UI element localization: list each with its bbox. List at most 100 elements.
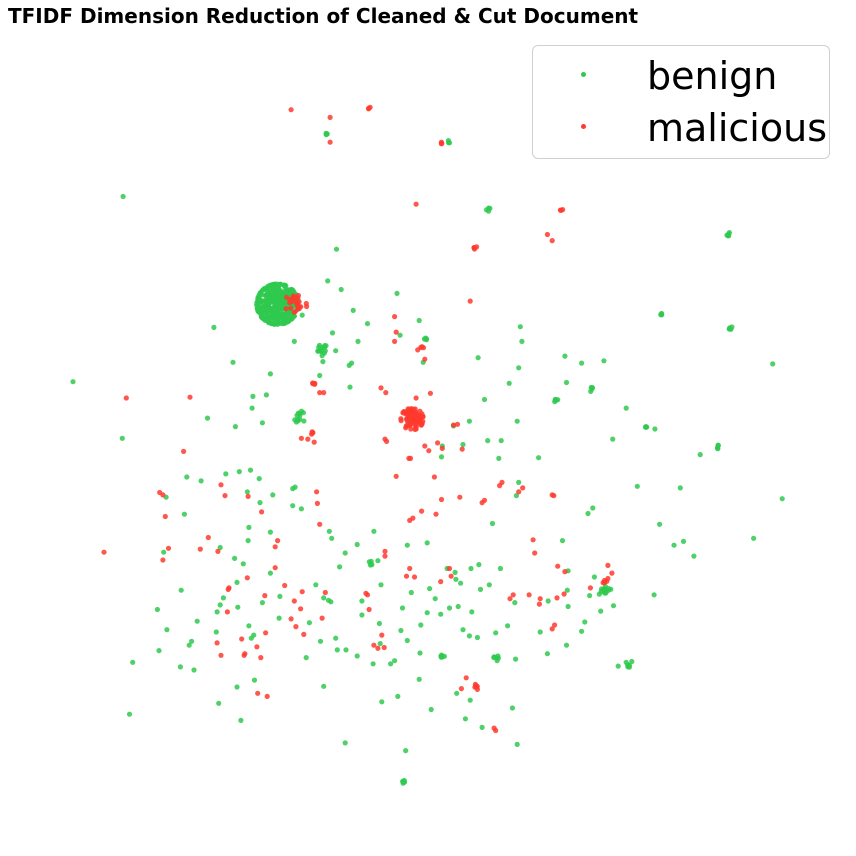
point-malicious-219 [239,636,245,642]
point-benign-727 [486,582,492,588]
point-benign-665 [290,486,296,492]
point-malicious-266 [516,489,522,495]
point-benign-522 [367,562,373,568]
point-benign-641 [395,693,401,700]
point-benign-552 [249,405,255,411]
point-malicious-232 [366,606,372,613]
point-benign-631 [424,610,430,616]
point-malicious-255 [526,592,532,598]
point-benign-635 [452,569,458,576]
point-malicious-213 [282,582,288,589]
point-benign-416 [277,289,283,295]
point-malicious-178 [419,508,425,514]
point-benign-674 [251,677,258,683]
point-benign-494 [658,311,664,317]
point-malicious-115 [289,296,295,302]
point-malicious-277 [479,500,485,506]
series-benign [70,130,785,786]
point-benign-627 [427,586,433,592]
point-benign-648 [321,595,327,601]
point-benign-671 [234,579,240,586]
point-benign-660 [245,538,251,544]
point-benign-623 [458,580,464,586]
point-benign-730 [513,656,519,662]
point-benign-612 [591,574,598,580]
point-benign-560 [259,420,265,426]
point-malicious-185 [317,390,323,396]
point-malicious-203 [165,545,172,551]
point-benign-490 [726,230,733,236]
point-benign-637 [438,611,444,617]
point-benign-586 [513,493,520,499]
point-benign-611 [587,593,593,599]
point-benign-346 [259,292,265,298]
point-benign-673 [248,635,254,641]
point-benign-572 [506,380,512,386]
point-benign-415 [270,281,276,288]
point-benign-687 [198,478,204,484]
point-malicious-186 [321,390,327,396]
point-benign-574 [514,418,520,424]
point-benign-717 [403,748,409,754]
point-benign-445 [294,417,301,423]
point-benign-543 [333,348,339,354]
point-benign-423 [319,353,325,359]
point-benign-609 [545,598,551,604]
point-malicious-181 [314,500,320,506]
point-benign-622 [469,609,475,615]
point-benign-363 [264,312,270,318]
point-malicious-162 [413,395,419,401]
point-benign-704 [321,683,327,689]
point-malicious-235 [371,642,377,648]
point-malicious-153 [467,298,473,304]
point-benign-646 [333,635,339,641]
point-benign-575 [498,438,504,444]
point-benign-457 [602,590,608,596]
point-malicious-89 [408,417,414,423]
point-malicious-108 [291,309,297,315]
point-benign-729 [505,623,511,629]
point-benign-680 [213,629,219,635]
point-benign-650 [306,620,312,626]
point-malicious-222 [214,640,220,646]
point-benign-513 [643,424,649,430]
point-benign-726 [476,562,482,568]
point-malicious-225 [263,630,269,636]
point-benign-636 [446,605,453,611]
point-malicious-110 [304,303,310,310]
point-benign-332 [258,314,265,320]
point-malicious-252 [493,727,499,734]
point-malicious-112 [296,304,302,310]
point-benign-383 [264,301,270,307]
point-benign-698 [240,561,246,567]
point-benign-537 [338,286,344,293]
point-malicious-262 [562,569,568,575]
point-malicious-214 [301,631,307,638]
point-benign-697 [214,609,220,615]
point-benign-455 [596,591,602,597]
point-benign-571 [516,365,522,371]
point-malicious-234 [379,632,385,638]
legend: benign malicious [532,45,830,159]
point-benign-634 [460,627,466,633]
point-malicious-172 [422,443,428,449]
point-malicious-137 [310,381,316,387]
point-malicious-160 [383,390,389,396]
point-malicious-194 [205,534,211,541]
point-malicious-239 [448,573,454,579]
point-malicious-167 [384,438,390,444]
point-malicious-150 [327,114,333,120]
point-benign-570 [517,324,523,330]
point-benign-711 [371,528,377,534]
point-benign-656 [267,570,273,576]
point-malicious-248 [458,686,464,692]
point-malicious-269 [497,483,503,489]
point-benign-737 [598,608,604,614]
point-benign-408 [275,300,281,306]
point-malicious-228 [241,652,247,658]
point-malicious-273 [605,575,611,582]
point-malicious-176 [438,496,445,503]
point-malicious-240 [446,565,453,572]
point-benign-683 [186,642,192,648]
point-benign-548 [347,384,353,390]
